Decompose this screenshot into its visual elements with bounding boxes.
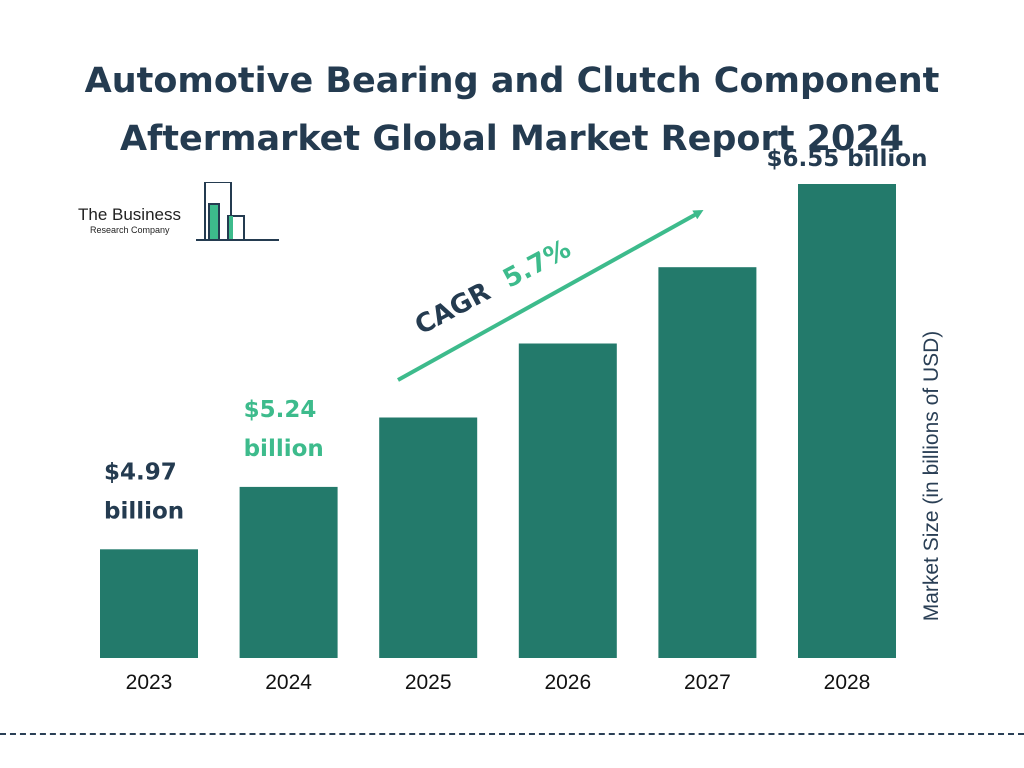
bar-2027 xyxy=(658,267,757,658)
x-tick-2026: 2026 xyxy=(544,671,591,694)
data-label-2024: $5.24 billion xyxy=(244,397,324,462)
logo-name: The Business xyxy=(78,205,181,224)
data-labels: $4.97 billion $5.24 billion $6.55 billion xyxy=(104,146,927,524)
data-label-2023: $4.97 billion xyxy=(104,459,184,524)
title-line-1: Automotive Bearing and Clutch Component xyxy=(84,61,940,101)
y-axis-label: Market Size (in billions of USD) xyxy=(920,330,943,622)
x-tick-2024: 2024 xyxy=(265,671,312,694)
bars xyxy=(100,184,896,658)
x-tick-2025: 2025 xyxy=(405,671,452,694)
bar-2023 xyxy=(100,549,198,658)
title-line-2: Aftermarket Global Market Report 2024 xyxy=(119,119,905,159)
footer-divider xyxy=(0,733,1024,735)
data-label-2028: $6.55 billion xyxy=(767,146,928,172)
x-tick-labels: 2023 2024 2025 2026 2027 2028 xyxy=(126,671,871,694)
logo-mark-icon xyxy=(196,182,279,241)
bar-2024 xyxy=(239,486,338,658)
x-tick-2023: 2023 xyxy=(126,671,173,694)
x-tick-2028: 2028 xyxy=(824,671,871,694)
bar-2028 xyxy=(798,184,896,658)
x-tick-2027: 2027 xyxy=(684,671,731,694)
bar-2025 xyxy=(379,417,478,658)
chart-title: Automotive Bearing and Clutch Component … xyxy=(0,52,1024,168)
logo-subtitle: Research Company xyxy=(90,225,170,235)
company-logo: The Business Research Company xyxy=(78,182,288,244)
cagr-arrow xyxy=(397,210,704,382)
bar-2026 xyxy=(518,343,617,658)
